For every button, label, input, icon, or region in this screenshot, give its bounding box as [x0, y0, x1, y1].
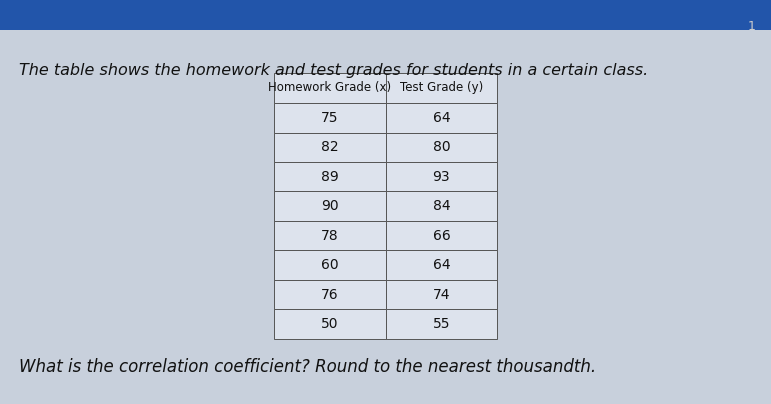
Text: Test Grade (y): Test Grade (y) [400, 81, 483, 95]
Text: 74: 74 [433, 288, 450, 302]
Bar [274, 250, 386, 280]
Bar [386, 309, 497, 339]
Bar [274, 191, 386, 221]
Bar [0, 0, 771, 30]
Text: 76: 76 [321, 288, 338, 302]
Bar [386, 162, 497, 191]
Bar [274, 73, 386, 103]
Text: 75: 75 [321, 111, 338, 125]
Bar [386, 221, 497, 250]
Bar [386, 103, 497, 133]
Text: 60: 60 [321, 258, 338, 272]
Text: The table shows the homework and test grades for students in a certain class.: The table shows the homework and test gr… [19, 63, 648, 78]
Text: 78: 78 [321, 229, 338, 243]
Text: 82: 82 [321, 140, 338, 154]
Text: 64: 64 [433, 111, 450, 125]
Text: Homework Grade (x): Homework Grade (x) [268, 81, 391, 95]
Bar [386, 133, 497, 162]
Text: 50: 50 [321, 317, 338, 331]
Bar [386, 73, 497, 103]
Text: 89: 89 [321, 170, 338, 184]
Text: 90: 90 [321, 199, 338, 213]
Text: 80: 80 [433, 140, 450, 154]
Bar [274, 280, 386, 309]
Bar [386, 191, 497, 221]
Bar [386, 250, 497, 280]
Text: What is the correlation coefficient? Round to the nearest thousandth.: What is the correlation coefficient? Rou… [19, 358, 597, 376]
Text: 55: 55 [433, 317, 450, 331]
Bar [274, 162, 386, 191]
Bar [274, 133, 386, 162]
Bar [274, 103, 386, 133]
Text: 84: 84 [433, 199, 450, 213]
Text: 93: 93 [433, 170, 450, 184]
Bar [386, 280, 497, 309]
Text: 66: 66 [433, 229, 450, 243]
Bar [274, 221, 386, 250]
Text: 1: 1 [748, 20, 756, 33]
Bar [274, 309, 386, 339]
Text: 64: 64 [433, 258, 450, 272]
